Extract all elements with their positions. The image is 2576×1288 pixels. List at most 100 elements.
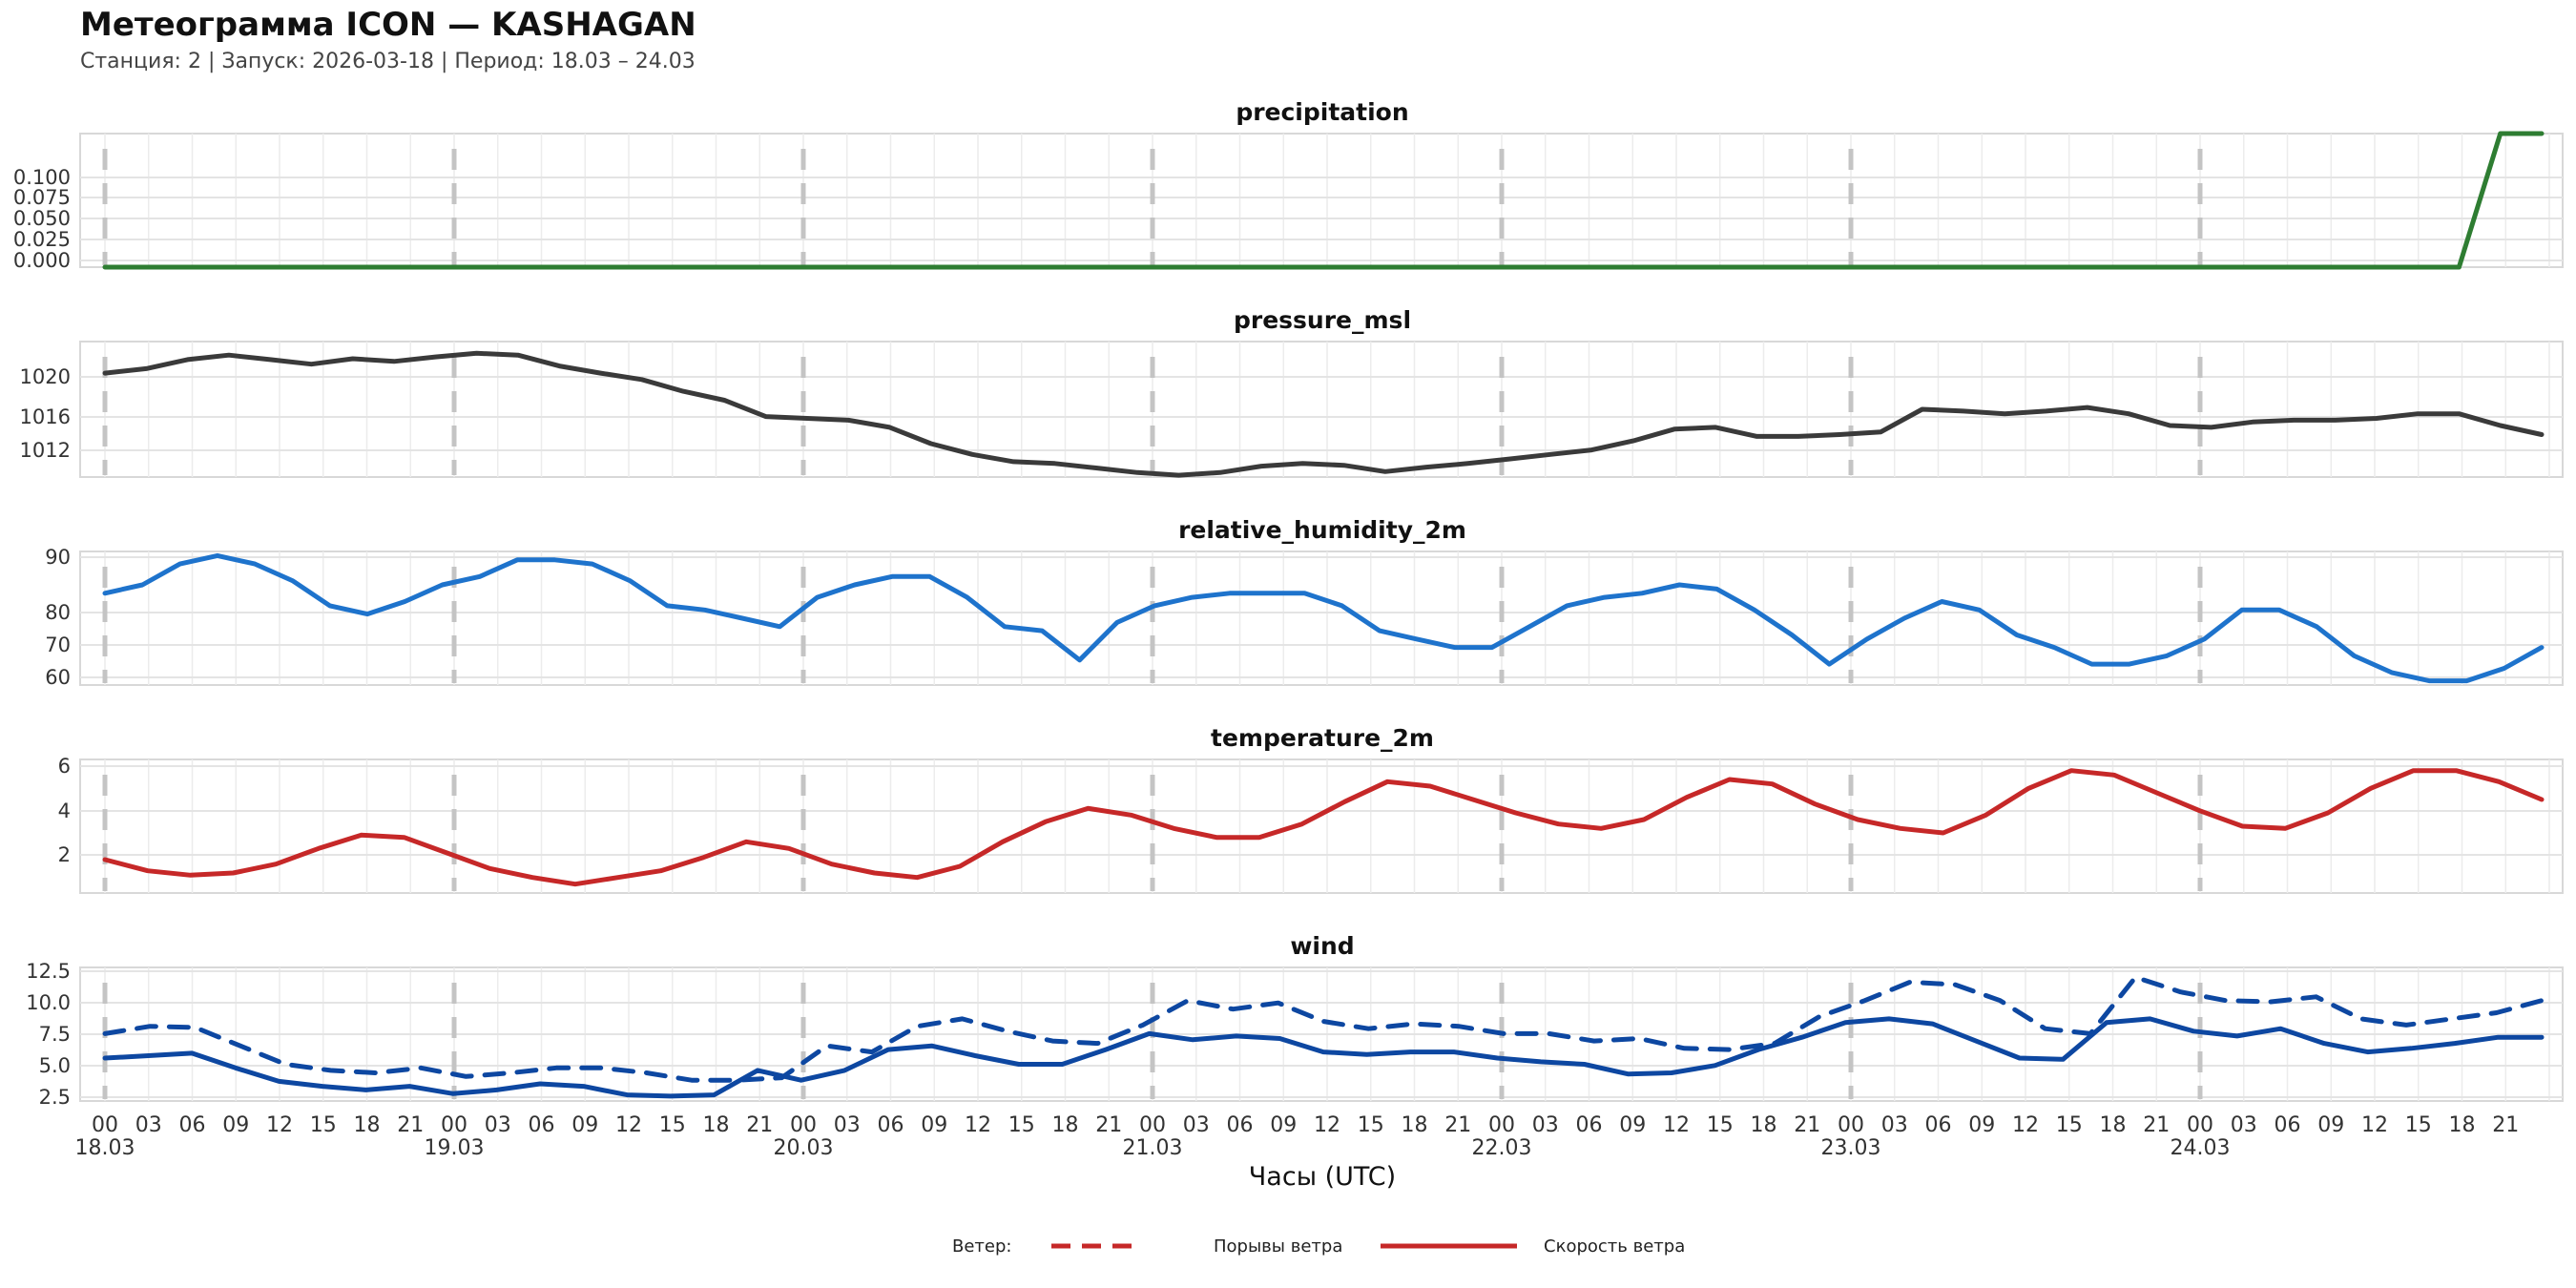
y-tick-label: 0.050 [13, 207, 71, 230]
x-tick-hour: 03 [1881, 1113, 1908, 1137]
x-tick-hour: 12 [266, 1113, 293, 1137]
y-tick-label: 0.100 [13, 166, 71, 189]
x-tick-hour: 00 [92, 1113, 118, 1137]
panel-pressure_msl: 1012 1016 1020 pressure_msl [20, 306, 2564, 478]
x-tick-hour: 18 [354, 1113, 381, 1137]
x-tick-hour: 15 [1008, 1113, 1035, 1137]
x-tick-day: 21.03 [1123, 1136, 1183, 1160]
x-tick-hour: 00 [2187, 1113, 2213, 1137]
panel-frame [79, 551, 2564, 686]
y-tick-label: 12.5 [26, 960, 71, 983]
x-tick-hour: 18 [703, 1113, 730, 1137]
x-tick-day: 18.03 [75, 1136, 135, 1160]
x-tick-hour: 06 [1925, 1113, 1952, 1137]
x-tick-hour: 00 [1838, 1113, 1864, 1137]
x-tick-day: 20.03 [774, 1136, 834, 1160]
series-line [102, 131, 2545, 270]
y-tick-label: 80 [45, 601, 71, 624]
x-tick-hour: 15 [1358, 1113, 1384, 1137]
legend: Ветер: Порывы ветра Скорость ветра [952, 1236, 1685, 1257]
x-tick-hour: 03 [2231, 1113, 2257, 1137]
x-axis: 00 03 06 09 12 15 18 21 00 03 06 09 12 15 18 21 00 03 06 09… [75, 1113, 2520, 1192]
x-tick-hour: 03 [1532, 1113, 1559, 1137]
x-tick-hour: 06 [1576, 1113, 1603, 1137]
y-tick-label: 10.0 [26, 991, 71, 1014]
x-tick-hour: 21 [1794, 1113, 1820, 1137]
panel-title: precipitation [1236, 98, 1408, 126]
x-tick-hour: 03 [485, 1113, 511, 1137]
x-tick-hour: 12 [2012, 1113, 2039, 1137]
x-tick-day: 22.03 [1472, 1136, 1532, 1160]
x-tick-hour: 21 [1095, 1113, 1122, 1137]
series-line-Скорость ветра [102, 1016, 2545, 1099]
x-tick-hour: 21 [2492, 1113, 2519, 1137]
x-tick-day: 24.03 [2171, 1136, 2231, 1160]
legend-label: Порывы ветра [1214, 1236, 1342, 1257]
y-tick-label: 1016 [20, 405, 71, 428]
panel-title: temperature_2m [1211, 724, 1434, 752]
x-tick-hour: 15 [1707, 1113, 1734, 1137]
y-tick-label: 1020 [20, 365, 71, 388]
x-tick-hour: 06 [878, 1113, 904, 1137]
series-line-Порывы ветра [102, 974, 2545, 1083]
legend-label: Скорость ветра [1544, 1236, 1685, 1257]
y-tick-label: 2 [58, 843, 71, 866]
x-tick-hour: 03 [1183, 1113, 1210, 1137]
x-tick-hour: 12 [965, 1113, 991, 1137]
panel-title: pressure_msl [1234, 306, 1411, 334]
y-tick-label: 0.075 [13, 186, 71, 209]
x-tick-hour: 03 [135, 1113, 162, 1137]
x-tick-hour: 12 [1314, 1113, 1340, 1137]
x-tick-hour: 06 [179, 1113, 206, 1137]
x-tick-hour: 03 [834, 1113, 861, 1137]
x-tick-hour: 00 [790, 1113, 817, 1137]
panel-relative_humidity_2m: 60 70 80 90 relative_humidity_2m [45, 516, 2564, 689]
x-tick-hour: 18 [1402, 1113, 1428, 1137]
x-tick-day: 19.03 [425, 1136, 485, 1160]
series-line [102, 552, 2545, 684]
x-tick-hour: 09 [1619, 1113, 1646, 1137]
y-tick-label: 1012 [20, 439, 71, 462]
x-tick-hour: 06 [529, 1113, 555, 1137]
y-tick-label: 0.000 [13, 249, 71, 272]
x-tick-hour: 18 [2100, 1113, 2127, 1137]
y-tick-label: 60 [45, 666, 71, 689]
x-tick-hour: 18 [1052, 1113, 1079, 1137]
x-tick-day: 23.03 [1821, 1136, 1881, 1160]
y-tick-label: 7.5 [39, 1023, 71, 1046]
x-tick-hour: 09 [1270, 1113, 1297, 1137]
x-tick-hour: 12 [615, 1113, 642, 1137]
x-tick-hour: 12 [2361, 1113, 2388, 1137]
x-axis-label: Часы (UTC) [1249, 1162, 1396, 1192]
x-tick-hour: 00 [1139, 1113, 1166, 1137]
panel-title: relative_humidity_2m [1178, 516, 1466, 544]
panel-wind: 2.5 5.0 7.5 10.0 12.5 wind [26, 932, 2564, 1109]
series-line [102, 768, 2545, 887]
panel-temperature_2m: 2 4 6 temperature_2m [58, 724, 2564, 894]
panel-frame [79, 341, 2564, 478]
x-tick-hour: 15 [310, 1113, 337, 1137]
x-tick-hour: 00 [441, 1113, 467, 1137]
y-tick-label: 5.0 [39, 1054, 71, 1077]
y-tick-label: 90 [45, 546, 71, 569]
chart-title: Метеограмма ICON — KASHAGAN [80, 6, 696, 44]
series-line [102, 350, 2545, 478]
x-tick-hour: 21 [1444, 1113, 1471, 1137]
x-tick-hour: 06 [1227, 1113, 1254, 1137]
x-tick-hour: 21 [2143, 1113, 2170, 1137]
x-tick-hour: 15 [2056, 1113, 2083, 1137]
x-tick-hour: 00 [1488, 1113, 1515, 1137]
chart-subtitle: Станция: 2 | Запуск: 2026-03-18 | Период… [80, 50, 696, 73]
x-tick-hour: 18 [2449, 1113, 2476, 1137]
x-tick-hour: 09 [921, 1113, 947, 1137]
y-tick-label: 6 [58, 755, 71, 778]
x-tick-hour: 06 [2275, 1113, 2301, 1137]
y-tick-label: 0.025 [13, 228, 71, 251]
x-tick-hour: 09 [1968, 1113, 1995, 1137]
x-tick-hour: 15 [2405, 1113, 2432, 1137]
x-tick-hour: 15 [659, 1113, 686, 1137]
x-tick-hour: 09 [571, 1113, 598, 1137]
panel-title: wind [1290, 932, 1354, 960]
